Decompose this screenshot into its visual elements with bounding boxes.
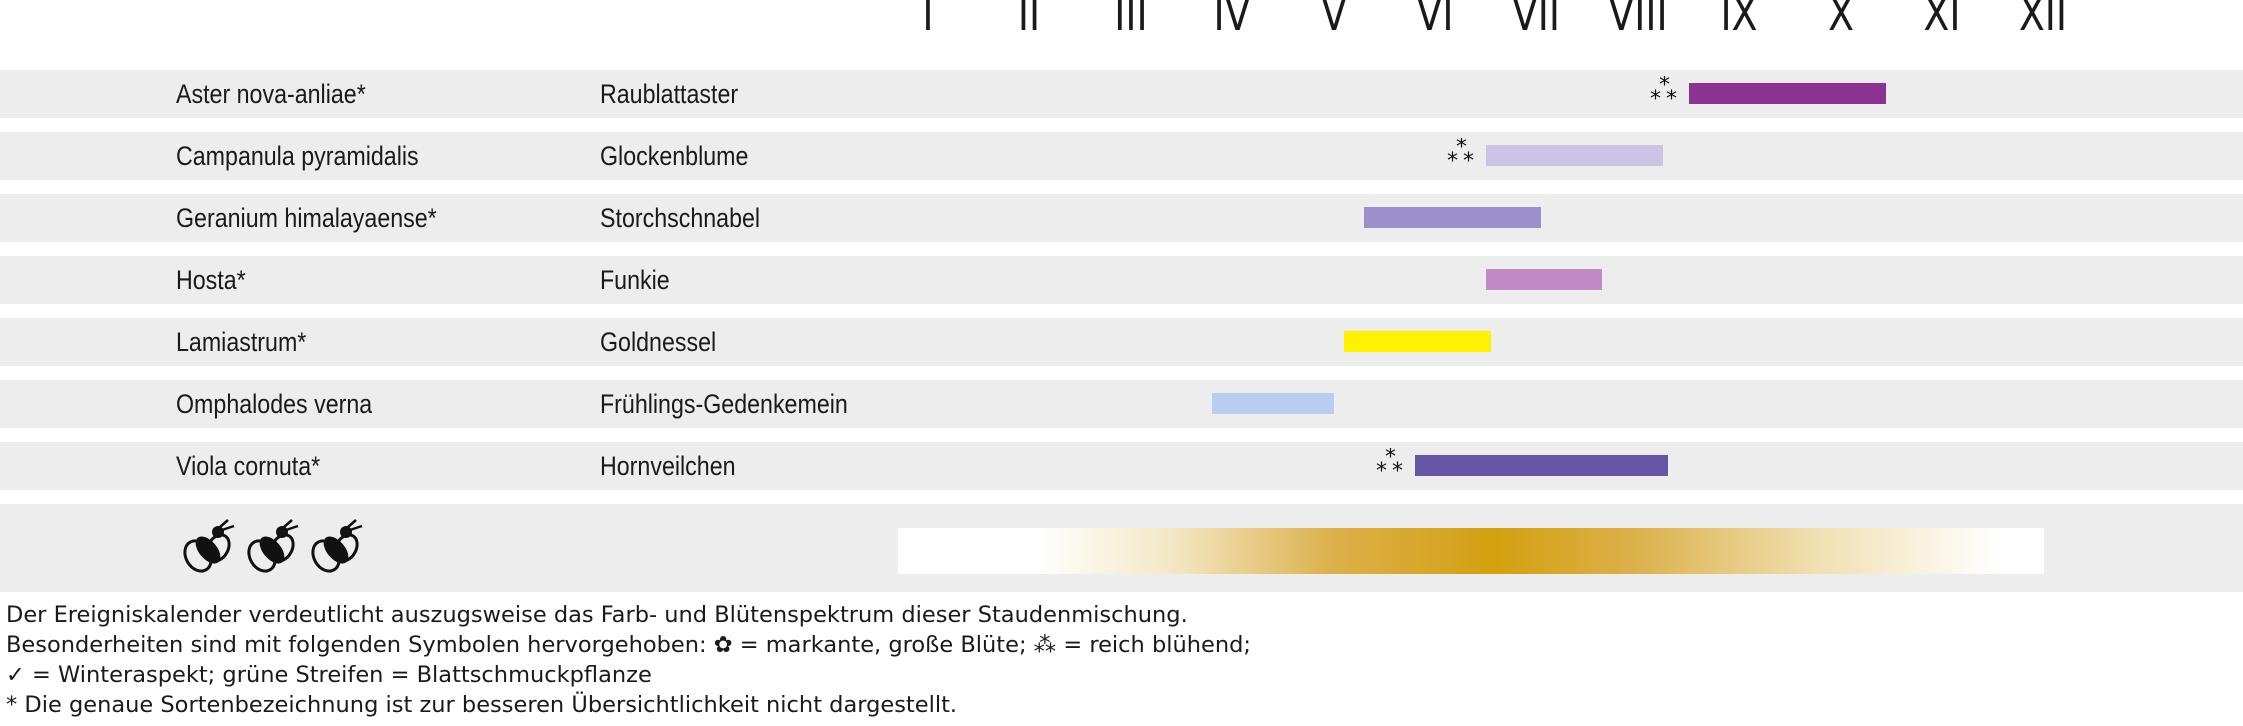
latin-name: Hosta* — [176, 265, 246, 295]
latin-name: Geranium himalayaense* — [176, 203, 437, 233]
legend-line-4: * Die genaue Sortenbezeichnung ist zur b… — [6, 692, 958, 718]
bloom-bar — [1364, 207, 1542, 228]
legend-line-3: ✓ = Winteraspekt; grüne Streifen = Blatt… — [6, 662, 652, 688]
month-label: IX — [1720, 0, 1758, 41]
table-row: Hosta* Funkie — [0, 256, 2243, 304]
legend-line-2: Besonderheiten sind mit folgenden Symbol… — [6, 632, 1251, 658]
svg-text:*: * — [1385, 448, 1396, 470]
latin-name: Viola cornuta* — [176, 451, 321, 481]
month-label: XII — [2019, 0, 2068, 41]
svg-text:*: * — [1659, 76, 1670, 98]
bloom-bar — [1485, 145, 1664, 166]
bee-pasture-row — [0, 504, 2243, 592]
three-asterisks-icon: * * * — [1446, 135, 1480, 174]
month-label: II — [1018, 0, 1041, 41]
svg-text:*: * — [1666, 87, 1677, 110]
bee-icon — [311, 519, 363, 573]
common-name: Frühlings-Gedenkemein — [600, 389, 848, 419]
table-row: Viola cornuta* Hornveilchen * * * — [0, 442, 2243, 490]
latin-name: Campanula pyramidalis — [176, 141, 419, 171]
month-label: I — [922, 0, 934, 41]
table-row: Omphalodes verna Frühlings-Gedenkemein — [0, 380, 2243, 428]
legend-line-1: Der Ereigniskalender verdeutlicht auszug… — [6, 602, 1188, 628]
month-label: III — [1114, 0, 1148, 41]
bloom-bar — [1688, 83, 1887, 104]
common-name: Storchschnabel — [600, 203, 761, 233]
svg-text:*: * — [1456, 138, 1467, 160]
month-label: X — [1827, 0, 1854, 41]
bee-icon — [183, 519, 235, 573]
table-row: Campanula pyramidalis Glockenblume * * * — [0, 132, 2243, 180]
common-name: Hornveilchen — [600, 451, 736, 481]
bloom-bar — [1343, 331, 1491, 352]
month-label: V — [1320, 0, 1347, 41]
svg-text:*: * — [1376, 459, 1387, 482]
bee-icon — [247, 519, 299, 573]
svg-text:*: * — [1392, 459, 1403, 482]
table-row: Lamiastrum* Goldnessel — [0, 318, 2243, 366]
bloom-bar — [1414, 455, 1669, 476]
three-asterisks-icon: * * * — [1649, 73, 1683, 112]
common-name: Glockenblume — [600, 141, 749, 171]
latin-name: Omphalodes verna — [176, 389, 373, 419]
common-name: Raublattaster — [600, 79, 739, 109]
bloom-bar — [1485, 269, 1603, 290]
svg-text:*: * — [1463, 149, 1474, 172]
svg-text:*: * — [1447, 149, 1458, 172]
month-label: VII — [1512, 0, 1561, 41]
legend-text: Der Ereigniskalender verdeutlicht auszug… — [6, 600, 1251, 720]
bloom-bar — [1211, 393, 1334, 414]
latin-name: Lamiastrum* — [176, 327, 307, 357]
month-label: XI — [1923, 0, 1961, 41]
table-row: Geranium himalayaense* Storchschnabel — [0, 194, 2243, 242]
latin-name: Aster nova-anliae* — [176, 79, 366, 109]
common-name: Funkie — [600, 265, 670, 295]
table-row: Aster nova-anliae* Raublattaster * * * — [0, 70, 2243, 118]
bee-pasture-gradient — [898, 528, 2044, 574]
month-label: VI — [1416, 0, 1454, 41]
month-label: VIII — [1608, 0, 1668, 41]
three-asterisks-icon: * * * — [1375, 445, 1409, 484]
common-name: Goldnessel — [600, 327, 717, 357]
month-label: IV — [1213, 0, 1251, 41]
svg-text:*: * — [1650, 87, 1661, 110]
